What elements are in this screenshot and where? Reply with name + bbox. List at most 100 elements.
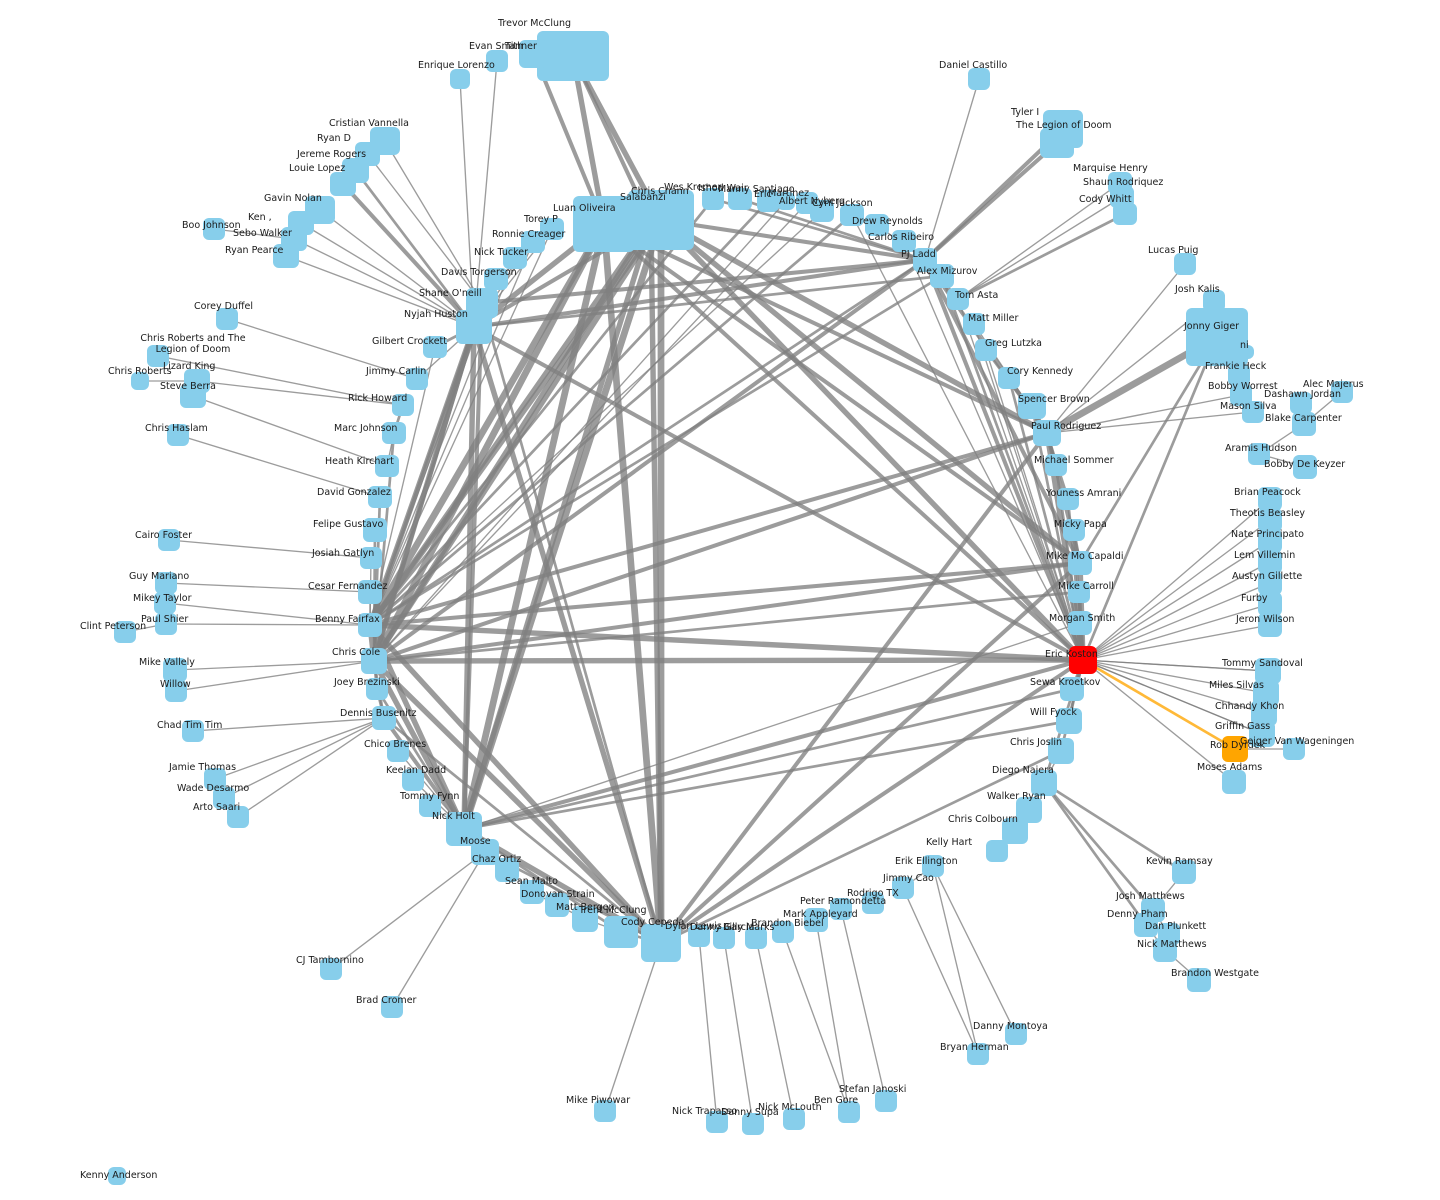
graph-node[interactable] <box>1048 738 1074 764</box>
graph-node[interactable] <box>1203 290 1225 312</box>
graph-node[interactable] <box>830 898 852 920</box>
graph-node[interactable] <box>1228 364 1250 386</box>
graph-node[interactable] <box>1040 128 1074 158</box>
graph-node[interactable] <box>728 188 752 210</box>
graph-node[interactable] <box>1056 708 1082 734</box>
graph-node[interactable] <box>167 424 189 446</box>
graph-node[interactable] <box>1069 646 1097 674</box>
graph-node[interactable] <box>1258 592 1282 616</box>
graph-node[interactable] <box>622 197 680 249</box>
graph-node[interactable] <box>1002 818 1028 844</box>
graph-node[interactable] <box>330 172 356 196</box>
graph-node[interactable] <box>1240 345 1254 359</box>
graph-node[interactable] <box>804 908 828 932</box>
graph-node[interactable] <box>1068 551 1092 575</box>
graph-node[interactable] <box>892 877 914 899</box>
graph-node[interactable] <box>742 1113 764 1135</box>
graph-node[interactable] <box>423 336 447 358</box>
graph-node[interactable] <box>520 880 544 904</box>
graph-node[interactable] <box>158 529 180 551</box>
graph-node[interactable] <box>1258 529 1282 553</box>
graph-node[interactable] <box>372 706 396 730</box>
graph-node[interactable] <box>519 40 549 68</box>
graph-node[interactable] <box>155 613 177 635</box>
graph-node[interactable] <box>361 648 387 674</box>
graph-node[interactable] <box>702 188 724 210</box>
graph-node[interactable] <box>963 313 985 335</box>
graph-node[interactable] <box>1174 253 1196 275</box>
graph-node[interactable] <box>540 218 564 240</box>
graph-node[interactable] <box>713 927 735 949</box>
graph-node[interactable] <box>503 247 527 269</box>
graph-node[interactable] <box>1249 721 1275 747</box>
graph-node[interactable] <box>892 230 916 252</box>
graph-node[interactable] <box>757 190 779 212</box>
graph-node[interactable] <box>154 592 176 614</box>
graph-node[interactable] <box>216 308 238 330</box>
graph-node[interactable] <box>1293 455 1317 479</box>
graph-node[interactable] <box>108 1167 126 1185</box>
graph-node[interactable] <box>1292 412 1316 436</box>
graph-node[interactable] <box>213 787 235 809</box>
graph-node[interactable] <box>1134 913 1158 937</box>
graph-node[interactable] <box>1248 443 1270 465</box>
graph-node[interactable] <box>572 906 598 932</box>
graph-node[interactable] <box>1068 581 1090 603</box>
graph-node[interactable] <box>922 855 944 877</box>
graph-node[interactable] <box>1005 1023 1027 1045</box>
graph-node[interactable] <box>1230 384 1252 406</box>
graph-node[interactable] <box>155 572 177 594</box>
graph-node[interactable] <box>641 924 681 962</box>
graph-node[interactable] <box>810 200 834 222</box>
graph-node[interactable] <box>486 50 508 72</box>
graph-node[interactable] <box>456 310 492 344</box>
graph-node[interactable] <box>783 1108 805 1130</box>
graph-node[interactable] <box>273 244 299 268</box>
graph-node[interactable] <box>1063 519 1085 541</box>
graph-node[interactable] <box>688 925 710 947</box>
graph-node[interactable] <box>706 1111 728 1133</box>
graph-node[interactable] <box>165 680 187 702</box>
graph-node[interactable] <box>521 231 545 253</box>
graph-node[interactable] <box>382 422 406 444</box>
graph-node[interactable] <box>358 613 382 637</box>
graph-node[interactable] <box>1258 487 1282 511</box>
graph-node[interactable] <box>406 368 428 390</box>
graph-node[interactable] <box>745 927 767 949</box>
graph-node[interactable] <box>1186 308 1248 366</box>
graph-node[interactable] <box>495 858 519 882</box>
graph-node[interactable] <box>180 384 206 408</box>
graph-node[interactable] <box>147 345 169 367</box>
graph-node[interactable] <box>865 214 889 236</box>
graph-node[interactable] <box>131 372 149 390</box>
graph-node[interactable] <box>1290 392 1312 414</box>
graph-node[interactable] <box>450 69 470 89</box>
graph-node[interactable] <box>862 892 884 914</box>
graph-node[interactable] <box>392 394 414 416</box>
graph-node[interactable] <box>182 720 204 742</box>
graph-node[interactable] <box>1222 770 1246 794</box>
graph-node[interactable] <box>1033 420 1061 446</box>
graph-node[interactable] <box>1222 736 1248 762</box>
graph-node[interactable] <box>1045 454 1067 476</box>
graph-node[interactable] <box>1258 613 1282 637</box>
graph-node[interactable] <box>594 1100 616 1122</box>
graph-node[interactable] <box>772 921 794 943</box>
graph-node[interactable] <box>840 204 864 226</box>
graph-node[interactable] <box>163 658 187 682</box>
graph-node[interactable] <box>358 580 382 604</box>
graph-node[interactable] <box>419 795 441 817</box>
graph-node[interactable] <box>484 268 508 290</box>
graph-node[interactable] <box>1255 658 1281 684</box>
graph-node[interactable] <box>320 958 342 980</box>
graph-node[interactable] <box>471 839 499 865</box>
graph-node[interactable] <box>1110 186 1134 208</box>
graph-node[interactable] <box>838 1101 860 1123</box>
graph-node[interactable] <box>1018 393 1046 419</box>
graph-node[interactable] <box>1172 860 1196 884</box>
graph-node[interactable] <box>204 768 226 790</box>
graph-node[interactable] <box>363 518 387 542</box>
graph-node[interactable] <box>203 218 225 240</box>
graph-node[interactable] <box>360 547 382 569</box>
